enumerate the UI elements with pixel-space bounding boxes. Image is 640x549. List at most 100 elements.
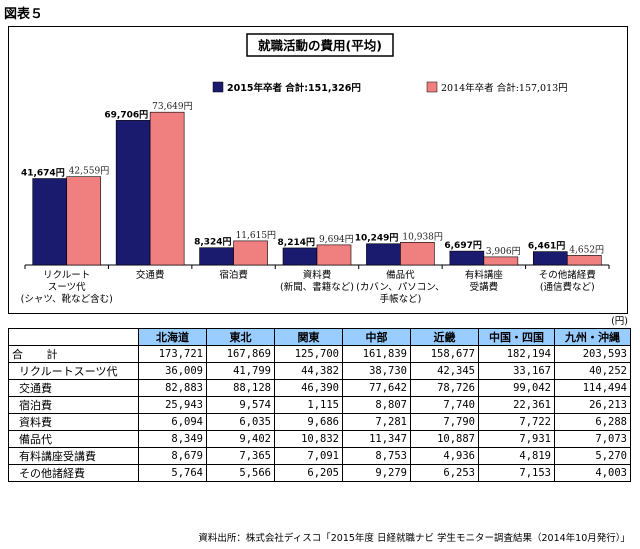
chart-title: 就職活動の費用(平均) <box>258 38 382 53</box>
table-cell: 6,205 <box>274 464 343 482</box>
table-cell: 82,883 <box>138 379 207 397</box>
category-label: リクルート <box>43 270 90 281</box>
bar-chart: 就職活動の費用(平均) 2015年卒者 合計:151,326円 2014年卒者 合計… <box>21 33 610 305</box>
bar <box>566 255 602 266</box>
table-cell: 10,832 <box>274 430 343 448</box>
data-label: 3,906円 <box>486 246 521 257</box>
bar <box>233 240 268 266</box>
category-label: (シャツ、靴など含む) <box>21 293 113 305</box>
table-row: 合 計 173,721 167,869 125,700 161,839 158,677 18… <box>8 345 631 363</box>
table-cell: 8,807 <box>342 396 411 414</box>
category-label: (カバン、パソコン、 <box>356 282 445 293</box>
table-cell: 6,035 <box>206 413 275 431</box>
category-label: 受講費 <box>470 281 499 293</box>
column-header: 中国・四国 <box>478 328 555 346</box>
table-cell: 8,679 <box>138 447 207 465</box>
column-header: 九州・沖縄 <box>554 328 631 346</box>
table-cell: 77,642 <box>342 379 411 397</box>
table-cell: 40,252 <box>554 362 631 380</box>
row-label: 備品代 <box>8 430 139 448</box>
bar <box>282 247 318 266</box>
table-cell: 5,764 <box>138 464 207 482</box>
table-cell: 9,574 <box>206 396 275 414</box>
table-cell: 6,094 <box>138 413 207 431</box>
bar <box>316 244 352 266</box>
data-label: 10,938円 <box>402 231 443 242</box>
column-header: 関東 <box>274 328 343 346</box>
bar <box>366 243 401 266</box>
table-cell: 4,936 <box>410 447 479 465</box>
table-cell: 9,686 <box>274 413 343 431</box>
category-label: 有料講座 <box>465 269 504 281</box>
row-label: 資料費 <box>8 413 139 431</box>
bar <box>115 120 151 266</box>
table-cell: 167,869 <box>206 345 275 363</box>
category-label: 備品代 <box>386 269 415 281</box>
table-cell: 7,073 <box>554 430 631 448</box>
table-cell: 9,402 <box>206 430 275 448</box>
data-label: 11,615円 <box>236 230 276 241</box>
table-cell: 44,382 <box>274 362 343 380</box>
row-label: その他諸経費 <box>8 464 139 482</box>
table-cell: 6,253 <box>410 464 479 482</box>
table-body: 合 計 173,721 167,869 125,700 161,839 158,677 18… <box>8 345 631 482</box>
table-cell: 10,887 <box>410 430 479 448</box>
table-cell: 1,115 <box>274 396 343 414</box>
table-cell: 46,390 <box>274 379 343 397</box>
table-row: リクルートスーツ代 36,009 41,799 44,382 38,730 42,345 3… <box>8 362 631 380</box>
column-header: 北海道 <box>138 328 207 346</box>
data-label: 6,461円 <box>528 241 565 252</box>
table-cell: 26,213 <box>554 396 631 414</box>
source-note: 資料出所：株式会社ディスコ「2015年度 日経就職ナビ 学生モニター調査結果（2… <box>198 533 630 544</box>
table-row: 備品代 8,349 9,402 10,832 11,347 10,887 7,931 7,07… <box>8 430 631 448</box>
table-cell: 7,281 <box>342 413 411 431</box>
data-label: 69,706円 <box>104 109 148 120</box>
table-row: 宿泊費 25,943 9,574 1,115 8,807 7,740 22,361 26,21… <box>8 396 631 414</box>
category-label: (新聞、書籍など) <box>280 281 354 293</box>
category-label: 資料費 <box>303 269 332 281</box>
column-header: 東北 <box>206 328 275 346</box>
table-cell: 36,009 <box>138 362 207 380</box>
row-label: 交通費 <box>8 379 139 397</box>
table-cell: 7,740 <box>410 396 479 414</box>
row-label: 有料講座受講費 <box>8 447 139 465</box>
table-row: 資料費 6,094 6,035 9,686 7,281 7,790 7,722 6,288 <box>8 413 631 431</box>
row-label: 合 計 <box>8 345 139 363</box>
table-cell: 42,345 <box>410 362 479 380</box>
table-cell: 7,091 <box>274 447 343 465</box>
data-label: 8,324円 <box>194 237 231 248</box>
table-row: その他諸経費 5,764 5,566 6,205 9,279 6,253 7,153 4,00… <box>8 464 631 482</box>
table-row: 交通費 82,883 88,128 46,390 77,642 78,726 99,042 1… <box>8 379 631 397</box>
bar <box>149 111 185 266</box>
category-label: スーツ代 <box>48 282 86 293</box>
legend-entry: 2014年卒者 合計:157,013円 <box>441 82 568 94</box>
table-cell: 6,288 <box>554 413 631 431</box>
table-cell: 173,721 <box>138 345 207 363</box>
category-label: その他諸経費 <box>539 269 596 281</box>
category-label: 交通費 <box>136 269 165 281</box>
table-cell: 7,153 <box>478 464 555 482</box>
column-header: 中部 <box>342 328 411 346</box>
table-cell: 5,566 <box>206 464 275 482</box>
bar <box>199 247 234 266</box>
table-header-row: 北海道 東北 関東 中部 近畿 中国・四国 九州・沖縄 <box>8 328 631 346</box>
table-cell: 41,799 <box>206 362 275 380</box>
regional-cost-table: 北海道 東北 関東 中部 近畿 中国・四国 九州・沖縄 合 計 173,721 16… <box>8 328 631 482</box>
table-row: 有料講座受講費 8,679 7,365 7,091 8,753 4,936 4,819 5,2… <box>8 447 631 465</box>
bar <box>66 176 102 266</box>
figure-label: 図表５ <box>4 7 44 22</box>
legend-swatch <box>426 81 438 93</box>
data-label: 42,559円 <box>69 166 110 177</box>
legend-swatch <box>212 81 224 93</box>
regional-cost-table-wrap: (円) 北海道 東北 関東 中部 近畿 中国・四国 九州・沖縄 合 計 173,7… <box>8 316 631 482</box>
category-label: 手帳など) <box>380 293 422 305</box>
bar <box>532 251 568 266</box>
bar <box>449 250 485 266</box>
table-cell: 7,931 <box>478 430 555 448</box>
data-label: 6,697円 <box>444 240 481 251</box>
table-cell: 11,347 <box>342 430 411 448</box>
bar <box>400 242 435 266</box>
data-label: 8,214円 <box>278 237 315 248</box>
table-cell: 33,167 <box>478 362 555 380</box>
table-cell: 4,003 <box>554 464 631 482</box>
